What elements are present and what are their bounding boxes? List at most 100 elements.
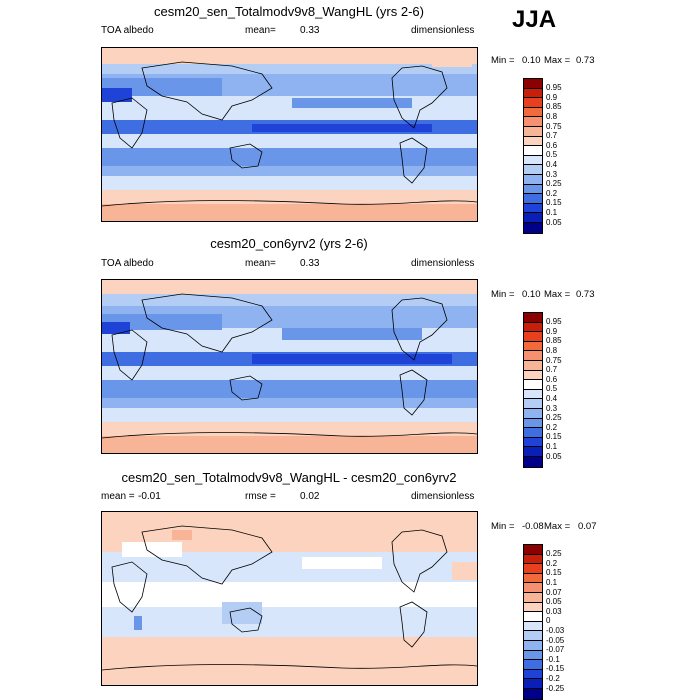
colorbar-tick-label: -0.25 xyxy=(546,683,565,693)
colorbar-box xyxy=(524,117,542,127)
colorbar-tick-label: -0.15 xyxy=(546,664,565,674)
colorbar-tick-label: 0.15 xyxy=(546,198,562,208)
colorbar-box xyxy=(524,146,542,156)
colorbar-tick-label: 0.9 xyxy=(546,326,558,336)
colorbar-tick-label: 0.7 xyxy=(546,365,558,375)
panel2-min-value: 0.10 xyxy=(522,289,541,300)
colorbar-box xyxy=(524,107,542,118)
colorbar-tick-label: 0.95 xyxy=(546,83,562,93)
colorbar-box xyxy=(524,437,542,448)
colorbar-box xyxy=(524,621,542,632)
colorbar-tick-label: 0.07 xyxy=(546,587,562,597)
colorbar-box xyxy=(524,370,542,381)
colorbar-box xyxy=(524,213,542,223)
colorbar-box xyxy=(524,408,542,419)
colorbar-tick-label: 0.8 xyxy=(546,111,558,121)
panel3-colorbar xyxy=(523,544,543,700)
colorbar-box xyxy=(524,399,542,409)
colorbar-tick-label: 0.2 xyxy=(546,558,558,568)
colorbar-tick-label: 0.15 xyxy=(546,432,562,442)
panel2-max-value: 0.73 xyxy=(576,289,595,300)
panel1-title: cesm20_sen_Totalmodv9v8_WangHL (yrs 2-6) xyxy=(154,4,424,19)
colorbar-box xyxy=(524,554,542,565)
panel2-min-label: Min = xyxy=(491,289,515,300)
colorbar-tick-label: 0.5 xyxy=(546,150,558,160)
colorbar-box xyxy=(524,447,542,457)
colorbar-tick-label: 0.6 xyxy=(546,140,558,150)
colorbar-tick-label: -0.03 xyxy=(546,625,565,635)
colorbar-box xyxy=(524,583,542,593)
colorbar-box xyxy=(524,688,542,699)
colorbar-tick-label: -0.1 xyxy=(546,654,560,664)
colorbar-tick-label: 0.95 xyxy=(546,317,562,327)
colorbar-box xyxy=(524,564,542,574)
colorbar-box xyxy=(524,155,542,166)
panel2-colorbar xyxy=(523,312,543,468)
panel2-title: cesm20_con6yrv2 (yrs 2-6) xyxy=(210,236,368,251)
colorbar-tick-label: -0.07 xyxy=(546,645,565,655)
colorbar-box xyxy=(524,98,542,108)
colorbar-box xyxy=(524,660,542,670)
season-label: JJA xyxy=(512,6,557,33)
colorbar-tick-label: 0.05 xyxy=(546,217,562,227)
colorbar-box xyxy=(524,174,542,185)
colorbar-tick-label: -0.05 xyxy=(546,635,565,645)
panel3-title: cesm20_sen_Totalmodv9v8_WangHL - cesm20_… xyxy=(121,470,457,485)
colorbar-box xyxy=(524,203,542,214)
panel3-left-label: mean = xyxy=(101,491,135,502)
colorbar-box xyxy=(524,165,542,175)
panel3-mean-value: 0.02 xyxy=(300,491,320,502)
panel2-max-label: Max = xyxy=(544,289,571,300)
colorbar-tick-label: 0.1 xyxy=(546,577,558,587)
panel2-mean-value: 0.33 xyxy=(300,258,320,269)
colorbar-box xyxy=(524,341,542,352)
colorbar-box xyxy=(524,679,542,689)
panel3-mean-label: rmse = xyxy=(245,491,276,502)
colorbar-tick-label: 0.7 xyxy=(546,131,558,141)
panel2-left-label: TOA albedo xyxy=(101,258,154,269)
panel2-map xyxy=(101,279,478,454)
colorbar-tick-label: 0.75 xyxy=(546,121,562,131)
colorbar-tick-label: -0.2 xyxy=(546,673,560,683)
colorbar-tick-label: 0.25 xyxy=(546,179,562,189)
colorbar-tick-label: 0.05 xyxy=(546,451,562,461)
panel3-left-value: -0.01 xyxy=(138,491,161,502)
colorbar-box xyxy=(524,184,542,195)
panel1-max-label: Max = xyxy=(544,55,571,66)
colorbar-box xyxy=(524,360,542,371)
colorbar-box xyxy=(524,389,542,400)
colorbar-tick-label: 0.85 xyxy=(546,336,562,346)
colorbar-tick-label: 0.03 xyxy=(546,606,562,616)
panel1-min-label: Min = xyxy=(491,55,515,66)
panel1-left-label: TOA albedo xyxy=(101,25,154,36)
colorbar-tick-label: 0 xyxy=(546,616,551,626)
colorbar-tick-label: 0.3 xyxy=(546,403,558,413)
colorbar-tick-label: 0.5 xyxy=(546,384,558,394)
colorbar-box xyxy=(524,640,542,651)
panel3-units: dimensionless xyxy=(411,491,475,502)
panel3-max-value: 0.07 xyxy=(578,521,597,532)
colorbar-box xyxy=(524,332,542,342)
panel1-min-value: 0.10 xyxy=(522,55,541,66)
panel3-min-label: Min = xyxy=(491,521,515,532)
colorbar-box xyxy=(524,322,542,333)
colorbar-tick-label: 0.6 xyxy=(546,374,558,384)
colorbar-tick-label: 0.1 xyxy=(546,207,558,217)
colorbar-tick-label: 0.8 xyxy=(546,345,558,355)
colorbar-tick-label: 0.3 xyxy=(546,169,558,179)
colorbar-box xyxy=(524,418,542,429)
colorbar-box xyxy=(524,313,542,323)
colorbar-tick-label: 0.25 xyxy=(546,549,562,559)
colorbar-box xyxy=(524,669,542,680)
colorbar-box xyxy=(524,602,542,613)
colorbar-box xyxy=(524,88,542,99)
colorbar-box xyxy=(524,351,542,361)
colorbar-tick-label: 0.25 xyxy=(546,413,562,423)
colorbar-box xyxy=(524,573,542,584)
colorbar-tick-label: 0.1 xyxy=(546,441,558,451)
colorbar-box xyxy=(524,650,542,661)
colorbar-tick-label: 0.85 xyxy=(546,102,562,112)
panel1-colorbar xyxy=(523,78,543,234)
colorbar-tick-label: 0.15 xyxy=(546,568,562,578)
panel3-max-label: Max = xyxy=(544,521,571,532)
